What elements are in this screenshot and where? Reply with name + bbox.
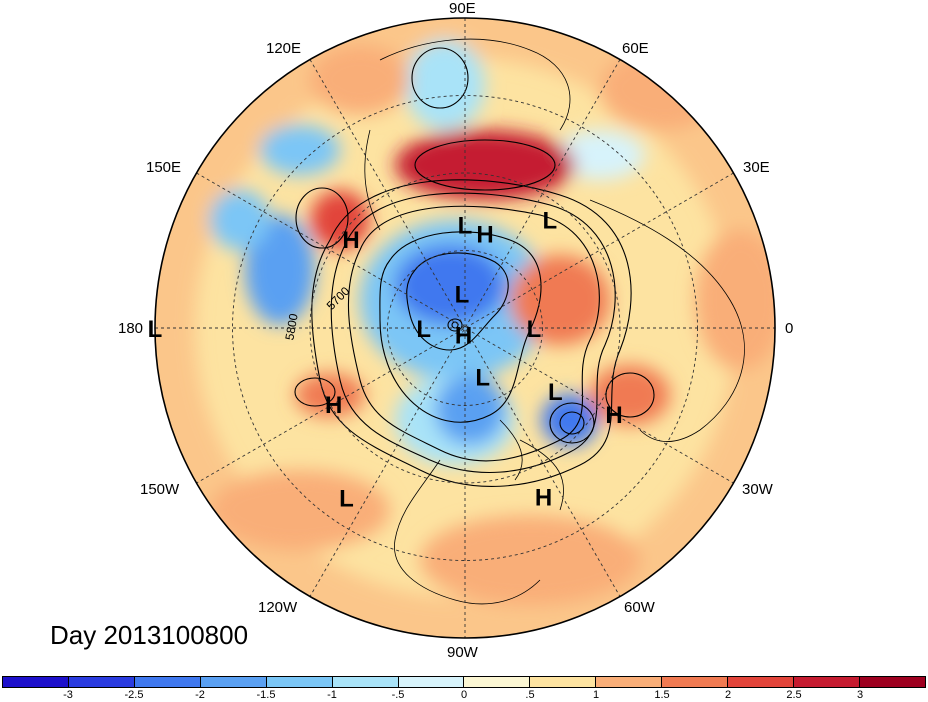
low-pressure-label-11: L [475, 365, 490, 392]
lon-label-120e: 120E [266, 40, 302, 57]
lon-label-90e: 90E [449, 0, 476, 17]
colorbar-tick-label: -.5 [391, 689, 405, 701]
high-pressure-label-8: H [325, 392, 342, 419]
colorbar-tick-label: -1 [327, 689, 337, 701]
low-pressure-label-5: L [416, 316, 431, 343]
high-pressure-label-10: H [455, 323, 472, 350]
colorbar-swatch-7 [464, 677, 531, 687]
colorbar-tick-label: 1 [592, 689, 600, 701]
colorbar-swatch-13 [859, 677, 925, 687]
high-pressure-label-2: H [476, 222, 493, 249]
lon-label-0: 0 [785, 320, 794, 337]
lon-label-30e: 30E [743, 159, 770, 176]
colorbar-swatch-0 [3, 677, 69, 687]
colorbar-swatch-10 [662, 677, 729, 687]
low-pressure-label-12: L [548, 379, 563, 406]
high-pressure-label-14: H [535, 485, 552, 512]
graticule [155, 18, 775, 638]
lon-label-120w: 120W [258, 599, 298, 616]
colorbar-swatch-3 [200, 677, 267, 687]
colorbar-swatch-4 [266, 677, 333, 687]
colorbar-swatch-1 [68, 677, 135, 687]
lon-label-150e: 150E [146, 159, 182, 176]
colorbar-swatch-5 [332, 677, 399, 687]
colorbar-tick-label: 3 [856, 689, 864, 701]
lon-label-180: 180 [118, 320, 144, 337]
contour-label-5800: 5800 [282, 312, 300, 341]
high-pressure-label-3: H [342, 227, 359, 254]
lon-label-60e: 60E [622, 40, 649, 57]
colorbar-swatch-8 [530, 677, 597, 687]
colorbar-tick-label: 2.5 [786, 689, 802, 701]
map-boundary [154, 17, 776, 639]
lon-label-150w: 150W [140, 481, 180, 498]
colorbar-tick-label: -2.5 [124, 689, 144, 701]
low-pressure-label-4: L [455, 282, 470, 309]
lon-label-90w: 90W [447, 644, 478, 661]
low-pressure-label-7: L [148, 316, 163, 343]
low-pressure-label-6: L [527, 316, 542, 343]
high-pressure-label-9: H [605, 402, 622, 429]
colorbar-tick-label: 2 [724, 689, 732, 701]
lon-label-30w: 30W [742, 481, 773, 498]
anomaly-field [155, 18, 775, 638]
day-label: Day 2013100800 [50, 620, 249, 650]
colorbar-swatch-11 [728, 677, 795, 687]
colorbar-tick-label: -3 [63, 689, 73, 701]
colorbar [2, 676, 926, 688]
low-pressure-label-1: L [542, 207, 557, 234]
low-pressure-label-0: L [458, 213, 473, 240]
height-contours [294, 47, 655, 487]
colorbar-tick-label: -2 [195, 689, 205, 701]
colorbar-swatch-12 [794, 677, 860, 687]
colorbar-tick-label: 0 [460, 689, 468, 701]
colorbar-swatch-6 [398, 677, 465, 687]
colorbar-tick-label: 1.5 [654, 689, 670, 701]
low-pressure-label-13: L [339, 485, 354, 512]
colorbar-tick-label: -1.5 [256, 689, 276, 701]
colorbar-tick-labels: -3 -2.5 -2 -1.5 -1 -.5 0 .5 1 1.5 2 2.5 3 [0, 689, 928, 702]
coastlines [364, 38, 745, 605]
colorbar-swatch-9 [596, 677, 663, 687]
colorbar-swatch-2 [134, 677, 201, 687]
lon-label-60w: 60W [624, 599, 655, 616]
colorbar-tick-label: .5 [525, 689, 535, 701]
